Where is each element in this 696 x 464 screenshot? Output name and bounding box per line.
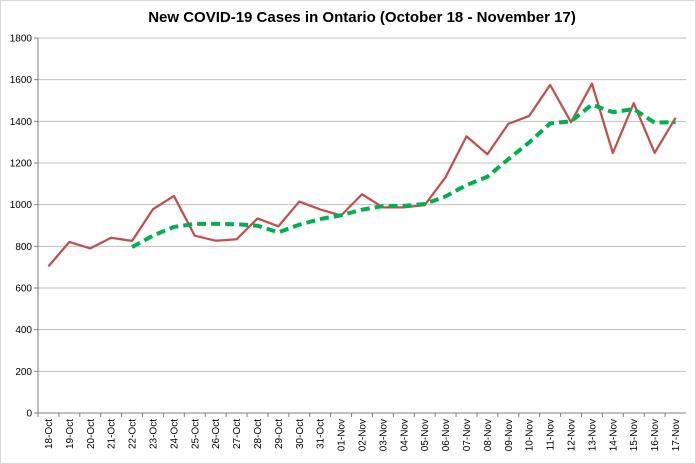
x-tick-label: 05-Nov xyxy=(420,419,431,451)
x-tick-label: 06-Nov xyxy=(441,419,452,451)
x-tick-label: 25-Oct xyxy=(190,419,201,449)
y-tick-label: 1800 xyxy=(10,34,33,45)
x-tick-label: 16-Nov xyxy=(650,419,661,451)
x-tick-label: 13-Nov xyxy=(587,419,598,451)
y-tick-label: 0 xyxy=(26,409,32,420)
x-tick-label: 24-Oct xyxy=(169,419,180,449)
y-tick-label: 1000 xyxy=(10,200,33,211)
y-tick-label: 1400 xyxy=(10,117,33,128)
y-tick-label: 1600 xyxy=(10,75,33,86)
x-tick-label: 10-Nov xyxy=(525,419,536,451)
x-tick-label: 19-Oct xyxy=(65,419,76,449)
x-tick-label: 04-Nov xyxy=(399,419,410,451)
x-tick-label: 02-Nov xyxy=(358,419,369,451)
x-tick-label: 26-Oct xyxy=(211,419,222,449)
data-line xyxy=(47,82,677,268)
x-tick-label: 12-Nov xyxy=(567,419,578,451)
x-tick-label: 22-Oct xyxy=(128,419,139,449)
x-tick-label: 08-Nov xyxy=(483,419,494,451)
x-tick-label: 15-Nov xyxy=(629,419,640,451)
x-tick-label: 31-Oct xyxy=(316,419,327,449)
x-tick-label: 28-Oct xyxy=(253,419,264,449)
y-tick-label: 200 xyxy=(15,367,32,378)
y-tick-label: 400 xyxy=(15,325,32,336)
x-tick-label: 29-Oct xyxy=(274,419,285,449)
y-tick-label: 600 xyxy=(15,284,32,295)
x-tick-label: 20-Oct xyxy=(86,419,97,449)
y-tick-label: 800 xyxy=(15,242,32,253)
x-tick-label: 21-Oct xyxy=(107,419,118,449)
x-tick-label: 01-Nov xyxy=(337,419,348,451)
y-tick-label: 1200 xyxy=(10,159,33,170)
chart-title: New COVID-19 Cases in Ontario (October 1… xyxy=(148,9,576,26)
x-tick-label: 23-Oct xyxy=(148,419,159,449)
x-tick-label: 09-Nov xyxy=(504,419,515,451)
x-tick-label: 17-Nov xyxy=(671,419,682,451)
x-tick-label: 03-Nov xyxy=(378,419,389,451)
data-line xyxy=(131,102,676,249)
x-tick-label: 14-Nov xyxy=(608,419,619,451)
x-tick-label: 27-Oct xyxy=(232,419,243,449)
x-tick-label: 30-Oct xyxy=(295,419,306,449)
x-tick-label: 11-Nov xyxy=(546,419,557,451)
x-tick-label: 07-Nov xyxy=(462,419,473,451)
x-tick-label: 18-Oct xyxy=(44,419,55,449)
